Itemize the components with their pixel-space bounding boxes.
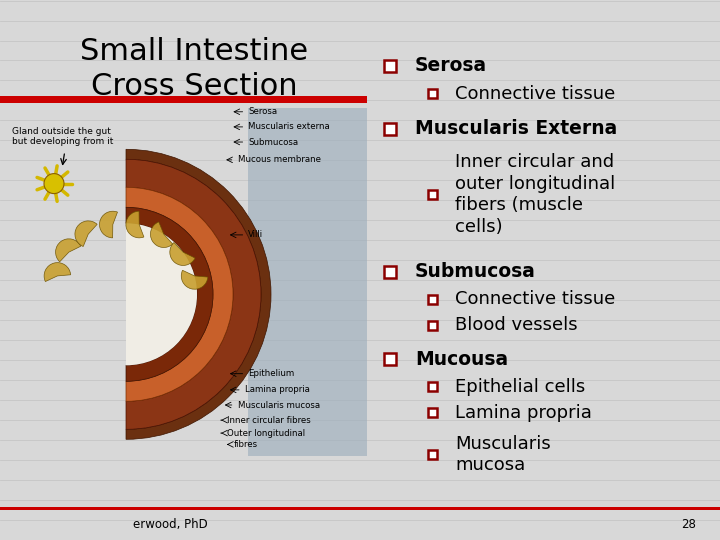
Wedge shape bbox=[170, 242, 195, 266]
Text: Muscularis externa: Muscularis externa bbox=[248, 123, 330, 131]
Wedge shape bbox=[99, 211, 117, 238]
Wedge shape bbox=[126, 159, 261, 429]
Text: Muscularis Externa: Muscularis Externa bbox=[415, 119, 617, 138]
Text: Epithelial cells: Epithelial cells bbox=[455, 377, 585, 396]
Text: fibres: fibres bbox=[234, 440, 258, 449]
Text: Submucosa: Submucosa bbox=[248, 138, 299, 146]
Bar bbox=[428, 295, 436, 303]
Circle shape bbox=[44, 173, 64, 194]
Text: Lamina propria: Lamina propria bbox=[245, 386, 310, 394]
Bar bbox=[384, 123, 396, 134]
Bar bbox=[428, 382, 436, 391]
Bar bbox=[428, 90, 436, 98]
Bar bbox=[248, 108, 367, 456]
Text: Cross Section: Cross Section bbox=[91, 72, 297, 101]
Text: Small Intestine: Small Intestine bbox=[81, 37, 308, 66]
Bar bbox=[428, 190, 436, 199]
Wedge shape bbox=[150, 222, 173, 247]
Wedge shape bbox=[126, 187, 233, 401]
Text: Connective tissue: Connective tissue bbox=[455, 85, 616, 103]
Text: Muscularis
mucosa: Muscularis mucosa bbox=[455, 435, 551, 475]
Text: Lamina propria: Lamina propria bbox=[455, 403, 592, 422]
Text: Submucosa: Submucosa bbox=[415, 262, 536, 281]
Text: Blood vessels: Blood vessels bbox=[455, 316, 577, 334]
Text: erwood, PhD: erwood, PhD bbox=[133, 518, 208, 531]
Text: Connective tissue: Connective tissue bbox=[455, 290, 616, 308]
Text: Serosa: Serosa bbox=[248, 107, 277, 116]
Text: Inner circular and
outer longitudinal
fibers (muscle
cells): Inner circular and outer longitudinal fi… bbox=[455, 153, 616, 235]
Text: Epithelium: Epithelium bbox=[248, 369, 294, 378]
Bar bbox=[384, 353, 396, 365]
Text: Mucousa: Mucousa bbox=[415, 349, 508, 369]
Bar bbox=[0, 507, 720, 510]
Wedge shape bbox=[75, 221, 97, 246]
Text: Outer longitudinal: Outer longitudinal bbox=[227, 429, 305, 437]
Text: Gland outside the gut
but developing from it: Gland outside the gut but developing fro… bbox=[12, 127, 114, 146]
Wedge shape bbox=[126, 149, 271, 440]
Text: Inner circular fibres: Inner circular fibres bbox=[227, 416, 310, 424]
Wedge shape bbox=[126, 211, 144, 238]
Bar bbox=[384, 60, 396, 72]
Wedge shape bbox=[126, 207, 213, 381]
Text: 28: 28 bbox=[681, 518, 696, 531]
Bar bbox=[428, 408, 436, 417]
Text: Muscularis mucosa: Muscularis mucosa bbox=[238, 401, 320, 409]
Wedge shape bbox=[181, 271, 208, 289]
Wedge shape bbox=[55, 239, 81, 262]
Text: Villi: Villi bbox=[248, 231, 264, 239]
Bar bbox=[0, 96, 367, 103]
Text: Serosa: Serosa bbox=[415, 56, 487, 76]
Bar bbox=[384, 266, 396, 278]
Bar bbox=[428, 321, 436, 329]
Text: Mucous membrane: Mucous membrane bbox=[238, 156, 320, 164]
Wedge shape bbox=[44, 262, 71, 281]
Bar bbox=[428, 450, 436, 459]
Wedge shape bbox=[126, 224, 197, 365]
